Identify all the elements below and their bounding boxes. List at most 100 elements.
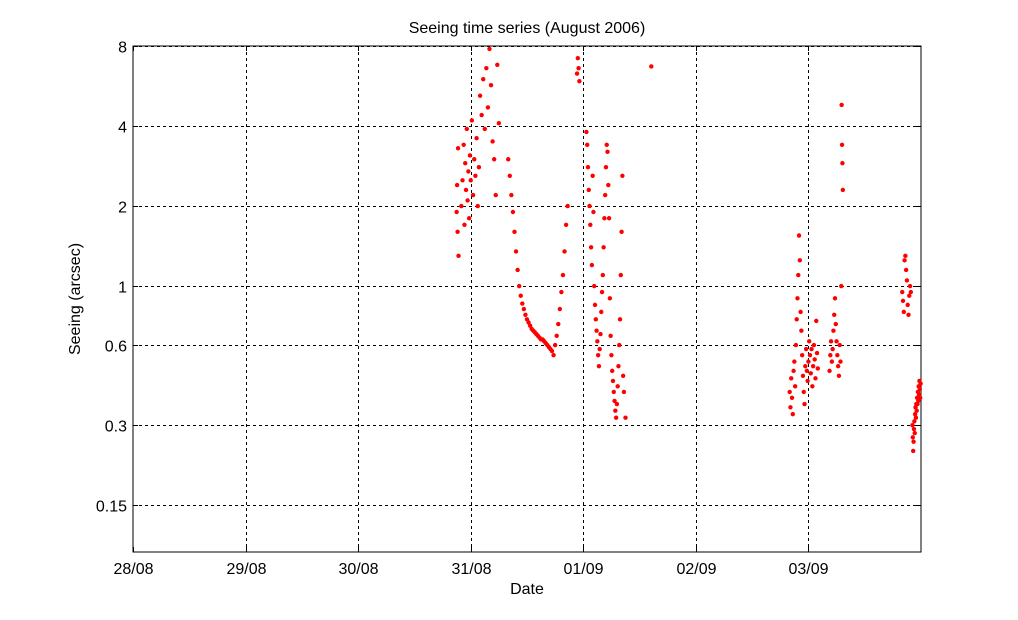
data-point [592, 302, 598, 308]
data-point [802, 401, 807, 407]
data-point [803, 346, 809, 352]
data-point [901, 309, 907, 315]
data-point [789, 395, 795, 401]
y-axis-label: Seeing (arcsec) [67, 243, 84, 355]
data-point [600, 272, 606, 278]
data-point [584, 129, 589, 135]
data-point [603, 165, 609, 170]
data-point [903, 267, 909, 273]
data-point [613, 415, 619, 420]
data-point [592, 283, 597, 289]
data-point [587, 203, 592, 209]
data-point [495, 62, 500, 67]
data-point [787, 389, 792, 395]
data-point [460, 178, 465, 183]
data-point [454, 209, 459, 215]
data-point [917, 386, 923, 392]
axis-ticks: 28/08 29/08 30/08 31/08 01/09 02/09 03/09 0.15 0… [96, 40, 921, 578]
x-tick-label: 31/08 [451, 561, 491, 578]
data-point [918, 395, 923, 401]
data-point [904, 278, 910, 283]
data-point [813, 376, 818, 381]
data-point [479, 112, 484, 118]
data-point [617, 342, 622, 348]
data-point [464, 126, 470, 132]
data-point [907, 293, 912, 298]
data-point [906, 312, 911, 318]
data-point [466, 216, 472, 221]
data-point [591, 209, 596, 215]
data-point [606, 216, 612, 221]
data-point [597, 346, 602, 352]
data-point [913, 415, 919, 420]
data-point [521, 306, 527, 312]
data-point [793, 342, 799, 348]
data-point [595, 352, 601, 358]
data-point [461, 142, 466, 148]
data-point [918, 381, 923, 386]
data-point [512, 229, 517, 235]
data-point [832, 312, 837, 318]
data-point [607, 296, 613, 301]
data-point [610, 368, 615, 374]
data-point [798, 309, 803, 315]
data-point [485, 105, 491, 110]
data-point [619, 229, 624, 235]
data-point [481, 77, 486, 82]
data-point [465, 198, 470, 203]
data-point [839, 142, 845, 148]
data-point [602, 216, 607, 221]
data-point [463, 187, 469, 193]
data-point [456, 253, 461, 259]
data-point [908, 289, 914, 295]
data-point [507, 173, 513, 178]
data-point [598, 331, 603, 337]
data-point [902, 258, 907, 263]
data-point [814, 318, 819, 324]
data-point [814, 350, 820, 356]
data-point [518, 293, 523, 298]
data-point [477, 93, 483, 98]
data-point [467, 153, 473, 158]
data-point [621, 389, 627, 395]
data-point [523, 312, 528, 318]
data-point [910, 448, 916, 454]
data-point [911, 439, 916, 444]
data-point [799, 328, 804, 333]
data-point [562, 249, 567, 254]
data-point [840, 160, 845, 166]
data-point [574, 71, 580, 76]
data-point [488, 82, 494, 88]
data-point [905, 302, 910, 308]
data-point [800, 373, 806, 378]
data-point [605, 149, 610, 155]
data-point [838, 359, 843, 364]
data-point [604, 142, 609, 148]
x-axis-label: Date [510, 581, 544, 598]
data-point [623, 415, 628, 420]
data-point [797, 258, 803, 263]
data-point [551, 352, 556, 358]
data-point [796, 233, 802, 238]
data-point [828, 352, 833, 358]
data-point [811, 342, 817, 348]
data-point [839, 283, 844, 289]
data-point [585, 165, 591, 170]
data-point [831, 328, 836, 333]
data-point [610, 378, 616, 384]
data-point [577, 78, 582, 84]
data-point [617, 317, 623, 322]
data-point [560, 272, 566, 278]
data-point [482, 126, 487, 132]
data-point [609, 352, 614, 358]
data-point [487, 46, 492, 52]
y-tick-label: 4 [118, 120, 127, 137]
data-point [839, 102, 844, 108]
data-point [828, 339, 834, 344]
data-point [590, 173, 595, 178]
data-point [554, 333, 559, 339]
data-point [900, 289, 905, 295]
data-point [509, 192, 514, 198]
data-point [910, 422, 915, 428]
